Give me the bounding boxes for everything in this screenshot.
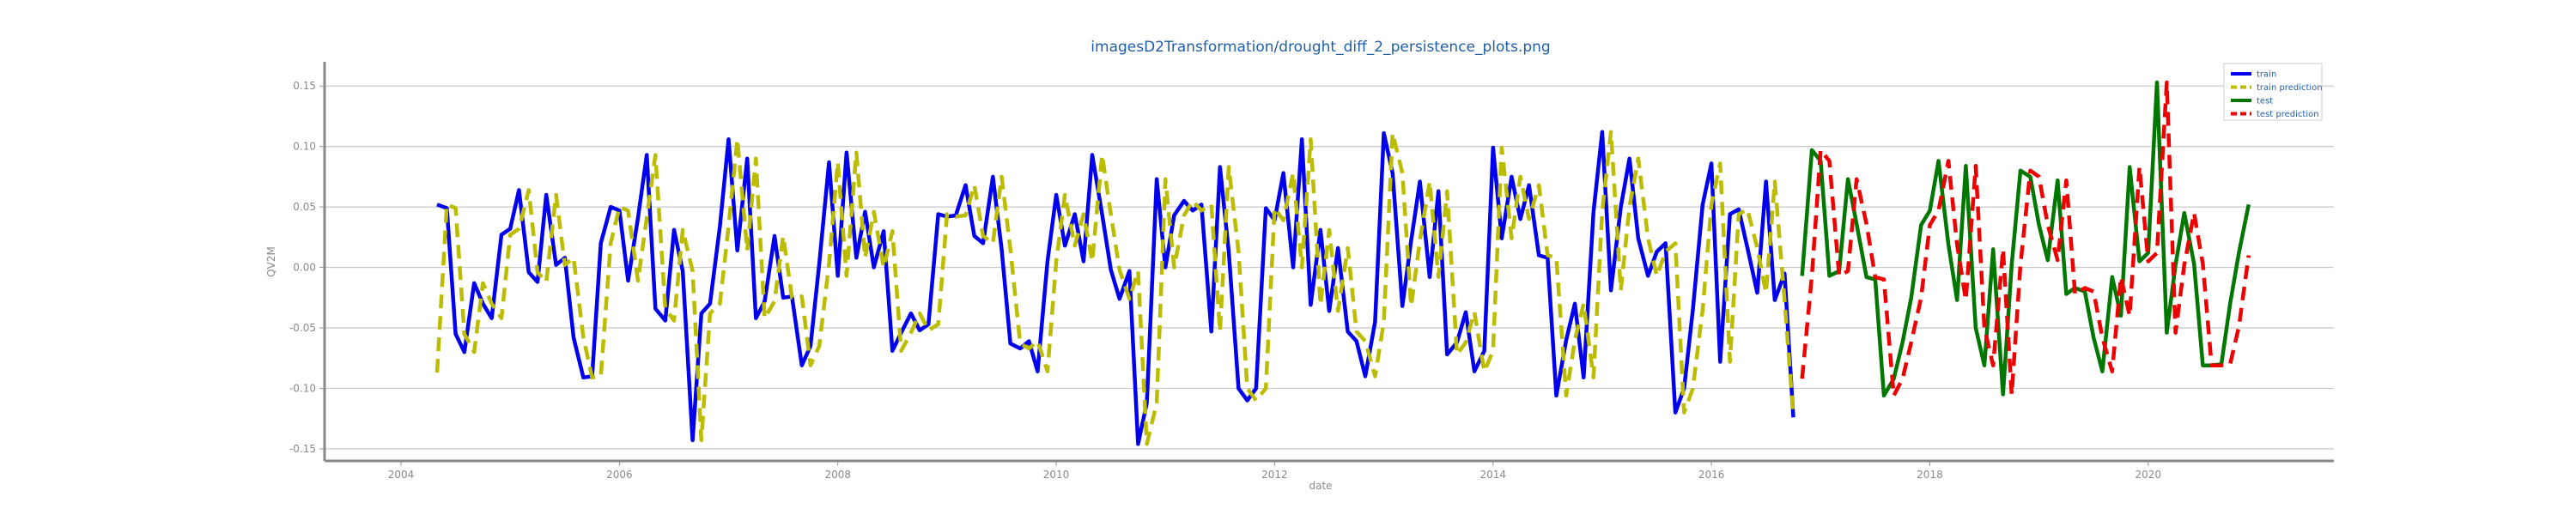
y-tick-label: 0.10 — [293, 141, 316, 153]
axes — [319, 62, 2334, 466]
series-line-test — [1800, 80, 2251, 398]
legend-label: train — [2257, 70, 2276, 80]
x-tick-label: 2012 — [1261, 469, 1288, 481]
y-tick-label: -0.15 — [289, 443, 316, 455]
legend: train train prediction test test prediction — [2223, 63, 2323, 121]
y-tick-label: 0.05 — [293, 201, 316, 213]
x-tick-label: 2020 — [2136, 469, 2162, 481]
x-tick-label: 2016 — [1698, 469, 1725, 481]
y-axis-label: QV2M — [265, 246, 277, 277]
x-tick-label: 2008 — [824, 469, 851, 481]
legend-label: test prediction — [2257, 110, 2319, 119]
y-tick-label: 0.00 — [293, 262, 316, 274]
x-tick-label: 2018 — [1917, 469, 1943, 481]
series-line-train-prediction — [434, 130, 1795, 446]
legend-label: train prediction — [2257, 83, 2323, 93]
x-tick-label: 2010 — [1043, 469, 1070, 481]
legend-label: test — [2257, 97, 2273, 106]
x-axis-label: date — [1309, 480, 1332, 492]
chart-title: imagesD2Transformation/drought_diff_2_pe… — [1091, 39, 1550, 56]
series-line-train — [436, 130, 1795, 446]
grid-lines — [325, 85, 2334, 450]
x-tick-label: 2014 — [1479, 469, 1506, 481]
y-tick-label: 0.15 — [293, 80, 316, 92]
x-tick-label: 2006 — [606, 469, 633, 481]
x-tick-label: 2004 — [388, 469, 415, 481]
series-lines — [434, 80, 2251, 446]
y-tick-label: -0.10 — [289, 382, 316, 394]
series-line-test-prediction — [1800, 80, 2251, 398]
y-tick-label: -0.05 — [289, 322, 316, 334]
tick-labels: 0.15 0.10 0.05 0.00 -0.05 -0.10 -0.15 2004 2006 2… — [289, 80, 2161, 481]
